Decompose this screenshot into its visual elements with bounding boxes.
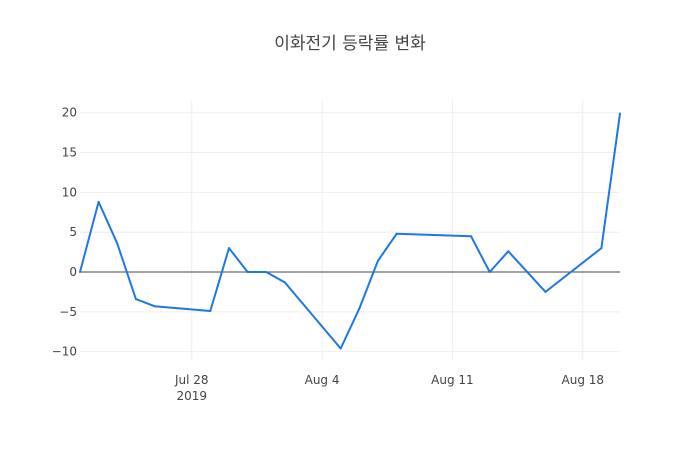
data-point (153, 305, 156, 308)
data-point (488, 271, 491, 274)
data-point (116, 242, 119, 245)
data-point (227, 247, 230, 250)
x-tick-label: Jul 28 (174, 373, 209, 387)
data-point (470, 235, 473, 238)
x-tick-label: Aug 18 (562, 373, 605, 387)
data-point (209, 310, 212, 313)
data-point (544, 290, 547, 293)
series-layer (79, 112, 621, 350)
data-point (600, 247, 603, 250)
data-point (376, 259, 379, 262)
y-tick-label: −10 (52, 345, 77, 359)
chart-title: 이화전기 등락률 변화 (274, 34, 426, 54)
y-tick-label: 5 (69, 225, 77, 239)
x-tick-sublabel: 2019 (176, 389, 207, 403)
data-point (507, 250, 510, 253)
x-tick-label: Aug 4 (305, 373, 340, 387)
y-tick-label: 10 (62, 185, 77, 199)
y-tick-label: −5 (59, 305, 77, 319)
y-tick-label: 15 (62, 146, 77, 160)
y-tick-label: 0 (69, 265, 77, 279)
series-line (79, 113, 621, 350)
data-point (265, 271, 268, 274)
data-point (97, 200, 100, 203)
data-point (134, 298, 137, 301)
data-point (246, 271, 249, 274)
x-tick-label: Aug 11 (431, 373, 474, 387)
data-point (339, 347, 342, 350)
y-axis-ticks: 20 15 10 5 0 −5 −10 (52, 106, 77, 359)
y-tick-label: 20 (62, 106, 77, 120)
data-point (619, 112, 621, 115)
data-point (395, 232, 398, 235)
grid-layer (80, 100, 620, 360)
x-axis-ticks: Jul 28 2019 Aug 4 Aug 11 Aug 18 (174, 373, 604, 403)
data-point (79, 271, 81, 274)
data-point (358, 307, 361, 310)
data-point (283, 281, 286, 284)
